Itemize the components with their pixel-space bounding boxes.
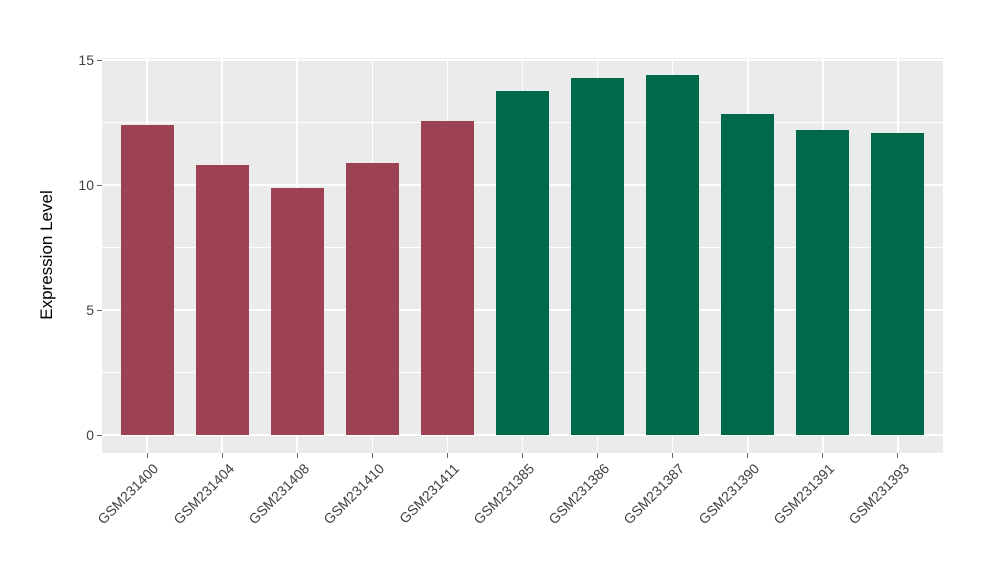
plot-panel [102,58,943,453]
x-tick-label-GSM231391: GSM231391 [770,460,838,528]
x-tick-mark [296,453,298,458]
bar-GSM231385 [496,91,549,435]
major-gridline [102,59,943,61]
bar-GSM231391 [796,130,850,435]
x-tick-label-GSM231400: GSM231400 [94,460,162,528]
x-tick-label-GSM231410: GSM231410 [320,460,387,528]
y-tick-mark [97,309,102,311]
x-tick-label-GSM231385: GSM231385 [470,460,538,528]
y-axis-title: Expression Level [37,190,56,320]
bar-GSM231408 [270,187,324,435]
x-tick-mark [371,453,373,458]
bar-GSM231386 [571,77,625,435]
bar-GSM231411 [420,121,474,435]
major-gridline [102,434,943,436]
x-tick-label-GSM231408: GSM231408 [244,460,312,528]
x-tick-mark [221,453,223,458]
bar-GSM231404 [195,165,249,435]
bar-GSM231400 [120,125,174,435]
x-tick-mark [146,453,148,458]
x-tick-mark [822,453,824,458]
y-tick-label: 15 [78,52,94,68]
x-tick-label-GSM231404: GSM231404 [169,460,237,528]
bar-GSM231410 [345,162,399,435]
x-tick-mark [446,453,448,458]
x-tick-mark [522,453,523,458]
x-tick-label-GSM231411: GSM231411 [395,460,463,527]
x-tick-mark [897,453,899,458]
x-tick-mark [597,453,599,458]
bar-GSM231393 [871,132,925,435]
x-tick-mark [672,453,674,458]
y-tick-mark [97,184,102,186]
x-tick-label-GSM231387: GSM231387 [620,460,688,528]
x-tick-label-GSM231390: GSM231390 [695,460,763,528]
y-tick-mark [97,59,102,61]
y-tick-label: 0 [86,427,94,443]
bar-GSM231390 [721,113,775,435]
y-tick-label: 10 [78,177,94,193]
bar-GSM231387 [646,75,700,435]
x-tick-mark [747,453,749,458]
y-tick-label: 5 [86,302,94,318]
y-tick-mark [97,434,102,436]
x-tick-label-GSM231393: GSM231393 [845,460,913,528]
x-tick-label-GSM231386: GSM231386 [545,460,613,528]
